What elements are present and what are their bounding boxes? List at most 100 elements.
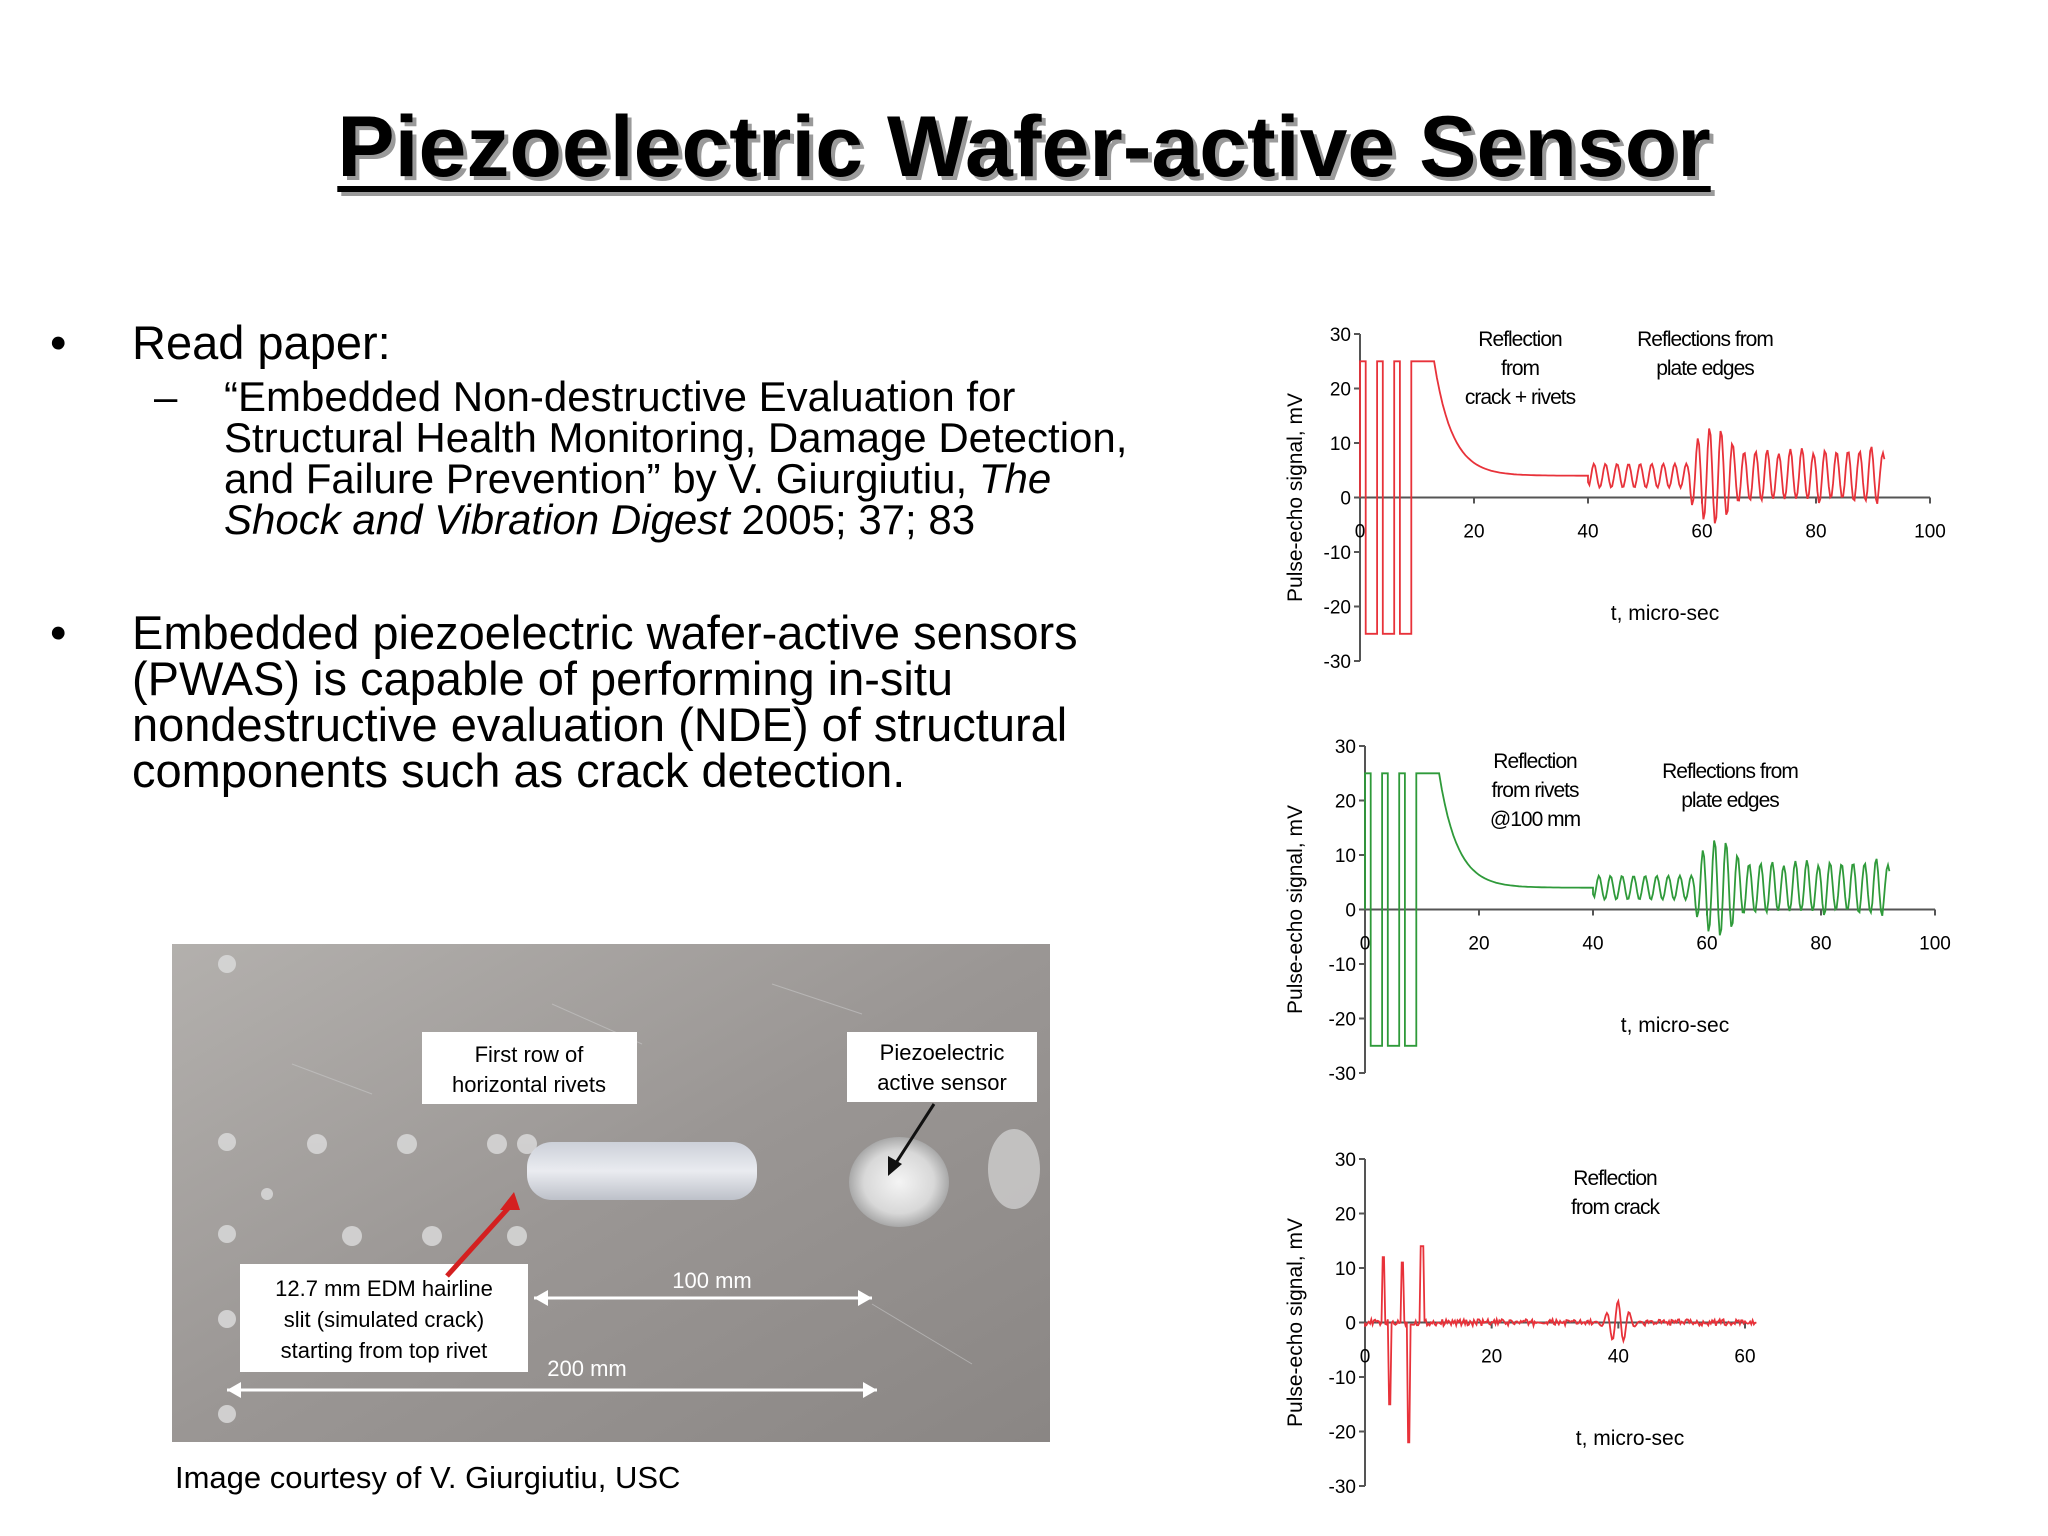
x-tick-label: 40 <box>1608 1347 1629 1368</box>
x-tick-label: 20 <box>1463 522 1484 543</box>
label-crack-line-1: 12.7 mm EDM hairline <box>275 1276 493 1301</box>
x-tick-label: 20 <box>1481 1347 1502 1368</box>
annotation-line: from rivets <box>1491 779 1579 802</box>
y-tick-label: -10 <box>1324 543 1351 564</box>
y-tick-label: 0 <box>1340 489 1351 510</box>
y-tick-label: -10 <box>1329 1368 1356 1389</box>
dim-arrow <box>863 1382 877 1398</box>
annotation-line: @100 mm <box>1490 808 1581 831</box>
pwas-line-1: Embedded piezoelectric wafer-active sens… <box>132 606 1078 659</box>
piezo-sensor <box>849 1137 949 1227</box>
dim-arrow <box>227 1382 241 1398</box>
y-tick-label: 10 <box>1335 1259 1356 1280</box>
citation-line-4: Shock and Vibration Digest 2005; 37; 83 <box>224 496 1230 543</box>
y-tick-label: 20 <box>1330 380 1351 401</box>
x-tick-label: 40 <box>1582 934 1603 955</box>
x-tick-label: 20 <box>1468 934 1489 955</box>
rivet <box>218 955 236 973</box>
y-tick-label: -20 <box>1329 1010 1356 1031</box>
sub-bullet-marker: – <box>154 373 178 420</box>
label-sensor-line-1: Piezoelectric <box>880 1040 1005 1065</box>
x-tick-label: 100 <box>1914 522 1946 543</box>
plate-photo-drawing: First row of horizontal rivets Piezoelec… <box>172 944 1050 1442</box>
annotation-line: Reflection <box>1478 328 1562 351</box>
sensor-pointer-line <box>892 1103 936 1167</box>
y-tick-label: -10 <box>1329 955 1356 976</box>
crack-pointer-line <box>445 1202 514 1278</box>
y-tick-label: 10 <box>1330 434 1351 455</box>
bullet-marker: • <box>50 316 67 369</box>
rivet <box>307 1134 327 1154</box>
y-tick-label: -30 <box>1324 652 1351 673</box>
y-tick-label: -20 <box>1329 1423 1356 1444</box>
label-rivets-line-2: horizontal rivets <box>452 1072 606 1097</box>
signal-line <box>1359 360 1886 635</box>
label-crack-line-3: starting from top rivet <box>281 1338 488 1363</box>
y-tick-label: 0 <box>1345 901 1356 922</box>
pwas-line-3: nondestructive evaluation (NDE) of struc… <box>132 698 1068 751</box>
rivet <box>422 1226 442 1246</box>
x-axis-label: t, micro-sec <box>1611 602 1720 625</box>
sub-bullet-citation: – “Embedded Non-destructive Evaluation f… <box>50 373 1230 543</box>
rivet <box>218 1133 236 1151</box>
citation-line-3: and Failure Prevention” by V. Giurgiutiu… <box>224 455 1230 502</box>
y-axis-label: Pulse-echo signal, mV <box>1284 393 1307 602</box>
annotation-line: Reflection <box>1493 750 1577 773</box>
y-axis-label: Pulse-echo signal, mV <box>1284 1218 1307 1427</box>
y-axis-label: Pulse-echo signal, mV <box>1284 805 1307 1014</box>
rivet <box>218 1405 236 1423</box>
rivet <box>517 1134 537 1154</box>
rivet <box>397 1134 417 1154</box>
citation-line-1: “Embedded Non-destructive Evaluation for <box>224 373 1016 420</box>
image-credit: Image courtesy of V. Giurgiutiu, USC <box>175 1460 681 1495</box>
x-tick-label: 60 <box>1734 1347 1755 1368</box>
y-tick-label: 30 <box>1335 1150 1356 1171</box>
annotation-line: plate edges <box>1656 357 1754 380</box>
signal-line <box>1364 1245 1757 1444</box>
annotation-line: Reflections from <box>1662 760 1798 783</box>
bullet-marker: • <box>50 606 67 659</box>
pwas-line-2: (PWAS) is capable of performing in-situ <box>132 652 954 705</box>
dim-label-100: 100 mm <box>672 1268 751 1293</box>
rivet <box>507 1226 527 1246</box>
rivets <box>218 955 537 1423</box>
crack-slit-region <box>527 1142 757 1200</box>
y-tick-label: 0 <box>1345 1314 1356 1335</box>
x-tick-label: 0 <box>1355 522 1366 543</box>
x-tick-label: 100 <box>1919 934 1951 955</box>
journal-name-part-1: The <box>978 455 1052 502</box>
label-crack-line-2: slit (simulated crack) <box>284 1307 484 1332</box>
x-tick-label: 0 <box>1360 1347 1371 1368</box>
y-tick-label: -30 <box>1329 1477 1356 1498</box>
rivet <box>342 1226 362 1246</box>
x-axis-label: t, micro-sec <box>1576 1427 1685 1450</box>
citation-volume: 2005; 37; 83 <box>729 496 976 543</box>
citation-line-2: Structural Health Monitoring, Damage Det… <box>224 414 1128 461</box>
chart-crack-rivets: 30 20 10 0 -10 -20 -30 0 20 40 60 80 100 Pulse-echo s… <box>1280 318 1960 678</box>
y-tick-label: 20 <box>1335 1205 1356 1226</box>
rivet <box>218 1310 236 1328</box>
x-tick-label: 60 <box>1691 522 1712 543</box>
bullet-read-paper: • Read paper: <box>50 318 1230 368</box>
annotation-line: plate edges <box>1681 789 1779 812</box>
y-tick-label: -30 <box>1329 1064 1356 1085</box>
y-tick-label: 30 <box>1335 737 1356 758</box>
label-rivets-line-1: First row of <box>475 1042 585 1067</box>
label-sensor-box <box>847 1032 1037 1102</box>
bullet-list: • Read paper: – “Embedded Non-destructiv… <box>50 318 1230 797</box>
x-tick-label: 80 <box>1810 934 1831 955</box>
bullet-text: Read paper: <box>132 316 391 369</box>
citation-text: and Failure Prevention” by V. Giurgiutiu… <box>224 455 979 502</box>
signal-line <box>1364 772 1891 1047</box>
pwas-line-4: components such as crack detection. <box>132 744 906 797</box>
rivet <box>487 1134 507 1154</box>
y-tick-label: 10 <box>1335 846 1356 867</box>
y-tick-label: 30 <box>1330 325 1351 346</box>
dim-arrow <box>534 1290 548 1306</box>
rivet <box>261 1188 273 1200</box>
x-tick-label: 0 <box>1360 934 1371 955</box>
surface-glare <box>988 1129 1040 1209</box>
